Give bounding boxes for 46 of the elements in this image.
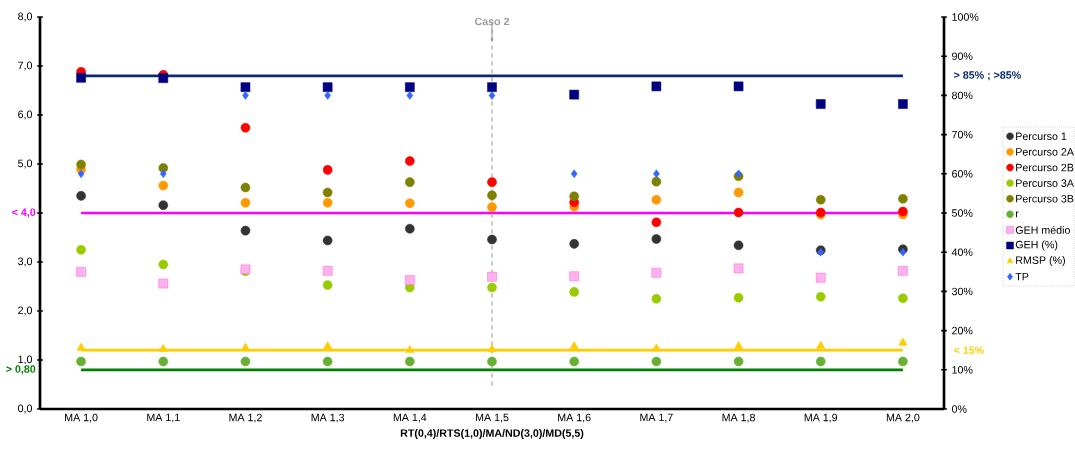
x-tick-label: MA 1,0 — [65, 413, 98, 423]
y-tick-label: 8,0 — [18, 12, 33, 22]
y2-tick-label: 0% — [951, 405, 967, 413]
y2-tick-label: 10% — [952, 366, 973, 374]
y-tick-label: 7,0 — [18, 61, 33, 71]
y2-tick-label: 50% — [951, 209, 973, 217]
y-tick-label: 6,0 — [18, 110, 33, 120]
y2-tick-label: 100% — [952, 13, 979, 21]
ref-line-label: > 0,80 — [6, 365, 36, 375]
ref-line-label: < 4,0 — [12, 208, 36, 218]
legend-label: GEH (%) — [1015, 240, 1058, 251]
legend-label: TP — [1015, 273, 1029, 281]
legend-label: Percurso 2B — [1016, 163, 1074, 172]
y2-tick-label: 40% — [951, 248, 973, 256]
legend-label: Percurso 1 — [1016, 132, 1067, 141]
x-axis-title: RT(0,4)/RTS(1,0)/MA/ND(3,0)/MD(5,5) — [400, 429, 584, 439]
y2-tick-label: 30% — [951, 287, 973, 296]
y-tick-label: 1,0 — [18, 355, 33, 365]
x-tick-label: MA 1,3 — [311, 413, 345, 423]
x-tick-label: MA 1,6 — [558, 413, 591, 423]
y2-tick-label: 80% — [952, 91, 973, 100]
legend-label: Percurso 3A — [1016, 179, 1074, 187]
y2-tick-label: 60% — [952, 170, 973, 178]
ref-line-label: Caso 2 — [474, 17, 510, 26]
legend-label: Percurso 2A — [1016, 148, 1074, 156]
y2-tick-label: 70% — [952, 130, 973, 139]
x-tick-label: MA 1,4 — [393, 413, 427, 423]
y-tick-label: 2,0 — [18, 306, 33, 316]
legend-label: r — [1015, 211, 1019, 218]
y-tick-label: 5,0 — [18, 159, 33, 169]
x-tick-label: MA 1,1 — [147, 413, 180, 423]
y2-tick-label: 20% — [952, 326, 973, 335]
x-tick-label: MA 1,9 — [804, 413, 838, 423]
y-tick-label: 0,0 — [18, 404, 33, 414]
x-tick-label: MA 1,7 — [640, 413, 673, 423]
y2-tick-label: 90% — [952, 52, 973, 60]
legend-label: GEH médio — [1015, 225, 1070, 234]
legend-label: Percurso 3B — [1016, 194, 1074, 203]
x-tick-label: MA 1,5 — [475, 413, 509, 423]
x-tick-label: MA 2,0 — [886, 413, 920, 423]
y-tick-label: 3,0 — [18, 257, 33, 267]
legend-label: RMSP (%) — [1016, 256, 1065, 267]
x-tick-label: MA 1,2 — [229, 413, 262, 423]
x-tick-label: MA 1,8 — [722, 413, 755, 423]
ref-line-label: < 15% — [954, 346, 984, 354]
ref-line-label: > 85% ; >85% — [954, 71, 1021, 81]
